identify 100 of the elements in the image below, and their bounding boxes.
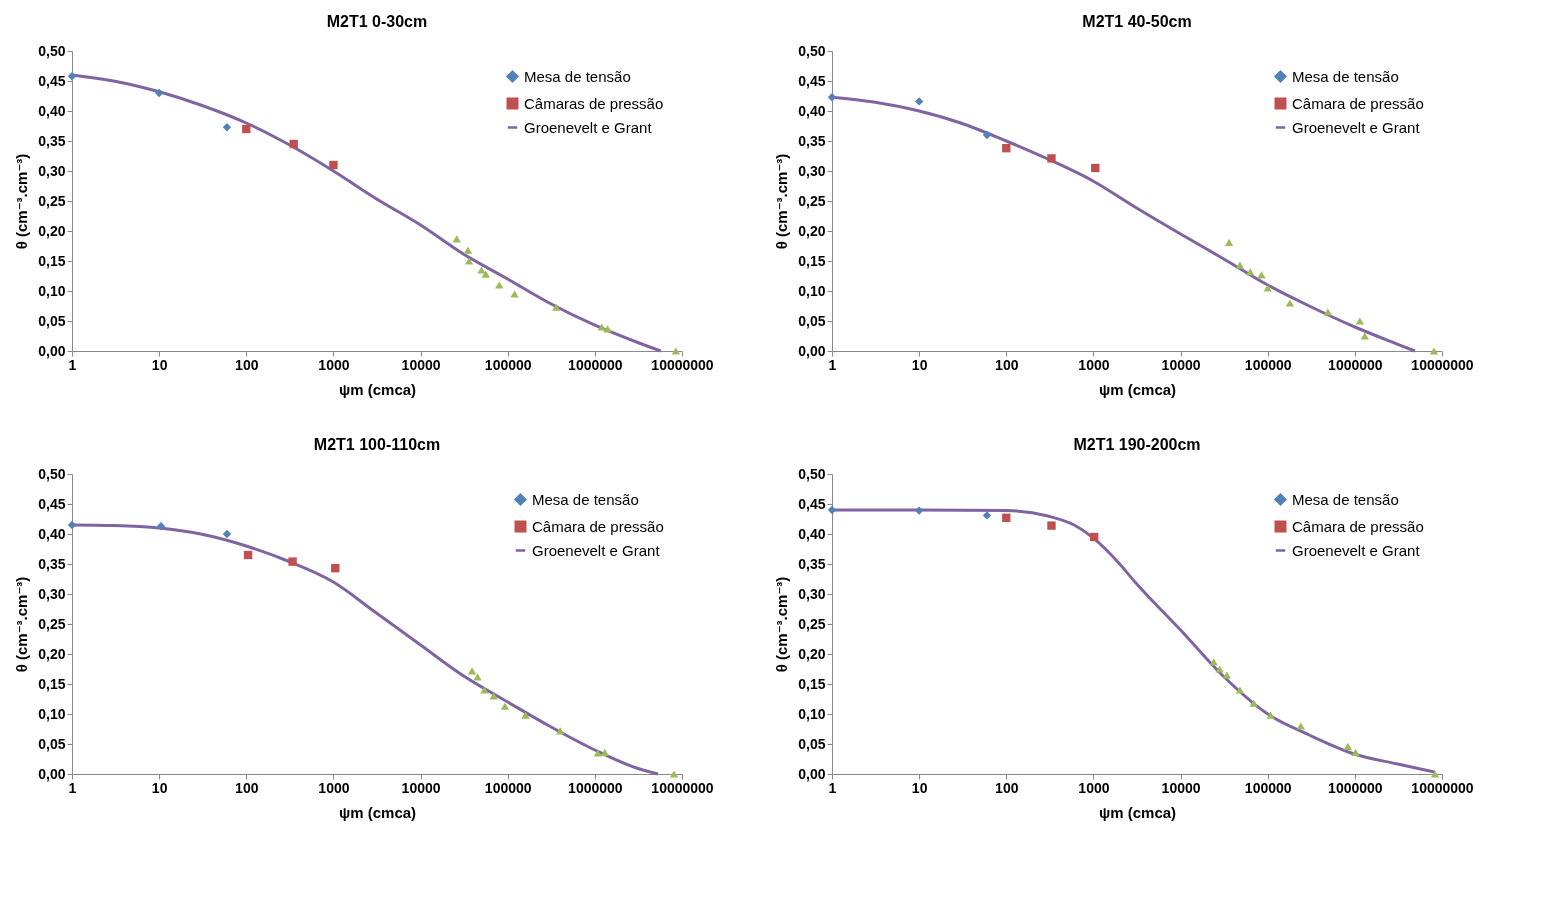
x-tick-label: 10 bbox=[151, 356, 168, 373]
y-tick-label: 0,05 bbox=[38, 735, 66, 752]
y-tick-label: 0,40 bbox=[38, 102, 66, 119]
x-tick-label: 10000 bbox=[1161, 779, 1201, 796]
y-tick-label: 0,45 bbox=[798, 495, 826, 512]
y-tick-label: 0,35 bbox=[38, 555, 66, 572]
x-tick-label: 100000 bbox=[1244, 356, 1292, 373]
legend-label: Câmara de pressão bbox=[1292, 517, 1424, 535]
x-tick-label: 10000000 bbox=[1411, 356, 1474, 373]
x-tick-label: 100000 bbox=[484, 356, 532, 373]
y-tick-label: 0,15 bbox=[798, 252, 826, 269]
x-tick-label: 100000 bbox=[484, 779, 532, 796]
legend-label: Groenevelt e Grant bbox=[1292, 118, 1421, 136]
x-tick-label: 1 bbox=[828, 779, 837, 796]
legend-label: Mesa de tensão bbox=[524, 67, 631, 85]
legend-label: Mesa de tensão bbox=[1292, 490, 1399, 508]
x-tick-label: 100000 bbox=[1244, 779, 1292, 796]
y-tick-label: 0,35 bbox=[38, 132, 66, 149]
y-tick-label: 0,15 bbox=[798, 675, 826, 692]
x-tick-label: 100 bbox=[235, 779, 259, 796]
x-tick-label: 10000 bbox=[401, 779, 441, 796]
y-tick-label: 0,50 bbox=[38, 465, 66, 482]
x-tick-label: 100 bbox=[235, 356, 259, 373]
legend-label: Câmara de pressão bbox=[1292, 94, 1424, 112]
legend-label: Mesa de tensão bbox=[532, 490, 639, 508]
x-tick-label: 10000000 bbox=[651, 779, 714, 796]
y-tick-label: 0,40 bbox=[798, 525, 826, 542]
y-tick-label: 0,05 bbox=[38, 312, 66, 329]
legend-label: Groenevelt e Grant bbox=[1292, 541, 1421, 559]
legend-label: Groenevelt e Grant bbox=[532, 541, 661, 559]
y-tick-label: 0,10 bbox=[38, 705, 66, 722]
x-tick-label: 1000 bbox=[318, 356, 350, 373]
y-tick-label: 0,15 bbox=[38, 252, 66, 269]
y-tick-label: 0,45 bbox=[38, 495, 66, 512]
y-tick-label: 0,25 bbox=[38, 615, 66, 632]
legend-label: Groenevelt e Grant bbox=[524, 118, 653, 136]
x-tick-label: 100 bbox=[995, 356, 1019, 373]
y-tick-label: 0,20 bbox=[798, 645, 826, 662]
chart-title: M2T1 100-110cm bbox=[313, 436, 441, 453]
y-axis-title: θ (cm⁻³.cm⁻³) bbox=[773, 153, 791, 250]
y-tick-label: 0,20 bbox=[38, 222, 66, 239]
y-tick-label: 0,00 bbox=[798, 342, 826, 359]
y-tick-label: 0,25 bbox=[798, 192, 826, 209]
x-tick-label: 1000000 bbox=[568, 779, 623, 796]
y-tick-label: 0,20 bbox=[798, 222, 826, 239]
y-tick-label: 0,40 bbox=[38, 525, 66, 542]
x-tick-label: 1000000 bbox=[568, 356, 623, 373]
legend-label: Mesa de tensão bbox=[1292, 67, 1399, 85]
y-tick-label: 0,00 bbox=[38, 765, 66, 782]
x-tick-label: 1000000 bbox=[1328, 779, 1383, 796]
y-tick-label: 0,45 bbox=[798, 72, 826, 89]
y-tick-label: 0,10 bbox=[38, 282, 66, 299]
y-tick-label: 0,35 bbox=[798, 132, 826, 149]
y-tick-label: 0,50 bbox=[798, 42, 826, 59]
x-tick-label: 1000 bbox=[318, 779, 350, 796]
y-tick-label: 0,25 bbox=[798, 615, 826, 632]
y-tick-label: 0,10 bbox=[798, 282, 826, 299]
y-axis-title: θ (cm⁻³.cm⁻³) bbox=[773, 576, 791, 673]
x-tick-label: 10 bbox=[911, 779, 928, 796]
y-tick-label: 0,00 bbox=[798, 765, 826, 782]
y-tick-label: 0,20 bbox=[38, 645, 66, 662]
y-tick-label: 0,40 bbox=[798, 102, 826, 119]
x-axis-title: ψm (cmca) bbox=[338, 803, 417, 821]
x-tick-label: 100 bbox=[995, 779, 1019, 796]
x-tick-label: 1000 bbox=[1078, 356, 1110, 373]
y-tick-label: 0,00 bbox=[38, 342, 66, 359]
y-tick-label: 0,15 bbox=[38, 675, 66, 692]
x-tick-label: 10 bbox=[151, 779, 168, 796]
y-tick-label: 0,50 bbox=[38, 42, 66, 59]
x-tick-label: 10000 bbox=[1161, 356, 1201, 373]
x-tick-label: 10000000 bbox=[1411, 779, 1474, 796]
y-tick-label: 0,10 bbox=[798, 705, 826, 722]
x-tick-label: 1000 bbox=[1078, 779, 1110, 796]
y-tick-label: 0,35 bbox=[798, 555, 826, 572]
x-tick-label: 1 bbox=[828, 356, 837, 373]
x-axis-title: ψm (cmca) bbox=[1098, 803, 1177, 821]
y-tick-label: 0,50 bbox=[798, 465, 826, 482]
legend-label: Câmara de pressão bbox=[532, 517, 664, 535]
chart-title: M2T1 190-200cm bbox=[1073, 436, 1201, 453]
y-tick-label: 0,05 bbox=[798, 735, 826, 752]
x-axis-title: ψm (cmca) bbox=[338, 380, 417, 398]
y-tick-label: 0,30 bbox=[38, 585, 66, 602]
chart-title: M2T1 40-50cm bbox=[1082, 13, 1192, 30]
y-tick-label: 0,30 bbox=[798, 585, 826, 602]
y-axis-title: θ (cm⁻³.cm⁻³) bbox=[13, 153, 31, 250]
x-tick-label: 10 bbox=[911, 356, 928, 373]
x-tick-label: 1 bbox=[68, 356, 77, 373]
y-tick-label: 0,05 bbox=[798, 312, 826, 329]
y-tick-label: 0,25 bbox=[38, 192, 66, 209]
x-tick-label: 1 bbox=[68, 779, 77, 796]
legend-label: Câmaras de pressão bbox=[524, 94, 664, 112]
x-tick-label: 1000000 bbox=[1328, 356, 1383, 373]
x-axis-title: ψm (cmca) bbox=[1098, 380, 1177, 398]
x-tick-label: 10000000 bbox=[651, 356, 714, 373]
y-tick-label: 0,45 bbox=[38, 72, 66, 89]
chart-title: M2T1 0-30cm bbox=[326, 13, 428, 30]
y-tick-label: 0,30 bbox=[798, 162, 826, 179]
x-tick-label: 10000 bbox=[401, 356, 441, 373]
y-axis-title: θ (cm⁻³.cm⁻³) bbox=[13, 576, 31, 673]
y-tick-label: 0,30 bbox=[38, 162, 66, 179]
